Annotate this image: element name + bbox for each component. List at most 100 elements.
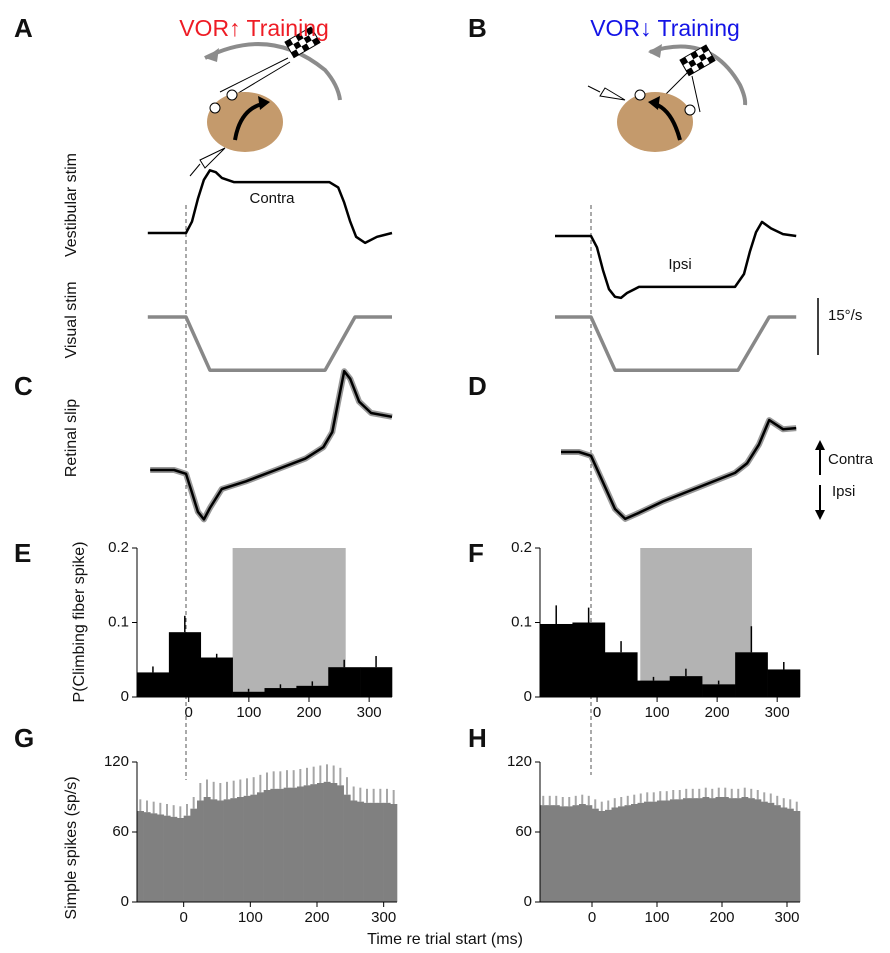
bar bbox=[264, 688, 297, 697]
bar bbox=[197, 800, 204, 902]
y-axis-label: Retinal slip bbox=[63, 399, 80, 477]
x-tick-label: 100 bbox=[645, 704, 670, 721]
panel-title: VOR↓ Training bbox=[590, 15, 740, 41]
bar bbox=[702, 684, 736, 697]
bar bbox=[270, 788, 278, 902]
bar bbox=[683, 798, 690, 902]
bar bbox=[360, 667, 393, 697]
bar bbox=[669, 676, 703, 697]
trace bbox=[147, 315, 392, 372]
y-tick-label: 0 bbox=[121, 688, 129, 705]
panel-label: A bbox=[14, 13, 33, 43]
bar bbox=[277, 788, 284, 902]
y-axis-label: Simple spikes (sp/s) bbox=[63, 776, 80, 919]
bar bbox=[210, 799, 218, 902]
bar bbox=[303, 785, 311, 902]
x-tick-label: 100 bbox=[644, 909, 669, 926]
bar bbox=[168, 632, 202, 697]
bar bbox=[741, 797, 749, 902]
bar bbox=[579, 804, 586, 902]
bar bbox=[143, 812, 151, 902]
bar bbox=[572, 622, 606, 697]
bar bbox=[670, 799, 677, 902]
y-tick-label: 0.2 bbox=[511, 539, 532, 556]
direction-label: Ipsi bbox=[832, 483, 855, 500]
bar bbox=[170, 816, 178, 902]
bar bbox=[566, 806, 573, 902]
bar bbox=[650, 801, 658, 902]
bar bbox=[357, 801, 364, 902]
bar bbox=[767, 802, 775, 902]
bar bbox=[709, 798, 716, 902]
bar bbox=[137, 672, 170, 697]
bar bbox=[598, 811, 606, 902]
schematic-a bbox=[189, 26, 342, 177]
bar bbox=[337, 785, 344, 902]
bar bbox=[290, 787, 298, 902]
trace bbox=[561, 418, 797, 521]
bar bbox=[190, 808, 198, 902]
highlight-span bbox=[640, 548, 752, 697]
x-tick-label: 200 bbox=[705, 704, 730, 721]
bar bbox=[183, 815, 191, 902]
bar bbox=[163, 815, 171, 902]
bar bbox=[283, 787, 291, 902]
bar bbox=[696, 798, 703, 902]
bar bbox=[624, 805, 632, 902]
bar bbox=[559, 806, 567, 902]
bar bbox=[546, 805, 554, 902]
bar bbox=[390, 804, 398, 902]
direction-label: Contra bbox=[828, 451, 874, 468]
bar bbox=[217, 800, 224, 902]
y-tick-label: 60 bbox=[515, 823, 532, 840]
bar bbox=[585, 805, 593, 902]
bar bbox=[735, 652, 768, 697]
x-axis-label: Time re trial start (ms) bbox=[367, 931, 523, 948]
bar bbox=[611, 807, 619, 902]
x-tick-label: 300 bbox=[357, 704, 382, 721]
bar bbox=[363, 802, 371, 902]
bar bbox=[735, 798, 742, 902]
bar bbox=[296, 685, 329, 697]
x-tick-label: 300 bbox=[774, 909, 799, 926]
bar bbox=[644, 801, 651, 902]
x-tick-label: 200 bbox=[296, 704, 321, 721]
panel-label: E bbox=[14, 538, 31, 568]
bar bbox=[157, 814, 164, 902]
y-tick-label: 0 bbox=[524, 893, 532, 910]
bar bbox=[754, 799, 762, 902]
bar bbox=[137, 811, 144, 902]
x-tick-label: 0 bbox=[179, 909, 187, 926]
bar bbox=[715, 797, 723, 902]
bar bbox=[263, 790, 271, 902]
bar bbox=[793, 811, 801, 902]
bar bbox=[370, 802, 378, 902]
bar bbox=[230, 798, 238, 902]
bar bbox=[350, 800, 358, 902]
y-axis-label: Visual stim bbox=[63, 281, 80, 358]
bar bbox=[317, 783, 324, 902]
y-axis-label: P(Climbing fiber spike) bbox=[71, 542, 88, 703]
x-tick-label: 300 bbox=[765, 704, 790, 721]
x-tick-label: 300 bbox=[371, 909, 396, 926]
bar bbox=[767, 669, 801, 697]
bar bbox=[553, 805, 560, 902]
bar bbox=[780, 807, 788, 902]
y-tick-label: 60 bbox=[112, 823, 129, 840]
x-tick-label: 200 bbox=[304, 909, 329, 926]
bar bbox=[310, 784, 318, 902]
panel-label: D bbox=[468, 371, 487, 401]
bar bbox=[540, 623, 573, 697]
bar bbox=[774, 805, 781, 902]
bar bbox=[592, 808, 599, 902]
bar bbox=[657, 800, 664, 902]
x-tick-label: 100 bbox=[236, 704, 261, 721]
y-tick-label: 0.1 bbox=[511, 613, 532, 630]
bar bbox=[676, 799, 684, 902]
bar bbox=[787, 808, 794, 902]
highlight-span bbox=[232, 548, 346, 697]
bar bbox=[572, 805, 580, 902]
panel-label: G bbox=[14, 723, 34, 753]
bar bbox=[203, 797, 211, 902]
x-tick-label: 0 bbox=[593, 704, 601, 721]
